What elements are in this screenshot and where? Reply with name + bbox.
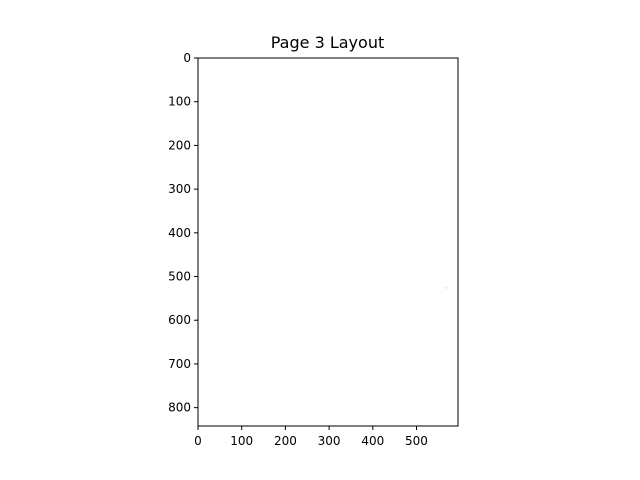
y-tick-label: 300 bbox=[168, 182, 191, 196]
x-tick-label: 200 bbox=[274, 434, 297, 448]
y-tick-label: 700 bbox=[168, 357, 191, 371]
plot-frame bbox=[197, 57, 459, 427]
x-tick-label: 300 bbox=[318, 434, 341, 448]
y-tick-label: 400 bbox=[168, 226, 191, 240]
y-tick-label: 800 bbox=[168, 401, 191, 415]
data-point bbox=[445, 287, 447, 289]
x-tick-label: 100 bbox=[230, 434, 253, 448]
x-tick-label: 400 bbox=[361, 434, 384, 448]
y-tick-label: 0 bbox=[183, 51, 191, 65]
y-tick-label: 500 bbox=[168, 270, 191, 284]
chart-title: Page 3 Layout bbox=[271, 33, 384, 52]
y-tick-label: 100 bbox=[168, 95, 191, 109]
axis-layer: 0 100 200 300 400 500 0 100 200 300 400 500 600 700 80… bbox=[168, 51, 428, 448]
x-tick-label: 0 bbox=[194, 434, 202, 448]
y-tick-label: 200 bbox=[168, 138, 191, 152]
plot-layer bbox=[445, 286, 447, 289]
x-tick-label: 500 bbox=[405, 434, 428, 448]
y-tick-label: 600 bbox=[168, 313, 191, 327]
